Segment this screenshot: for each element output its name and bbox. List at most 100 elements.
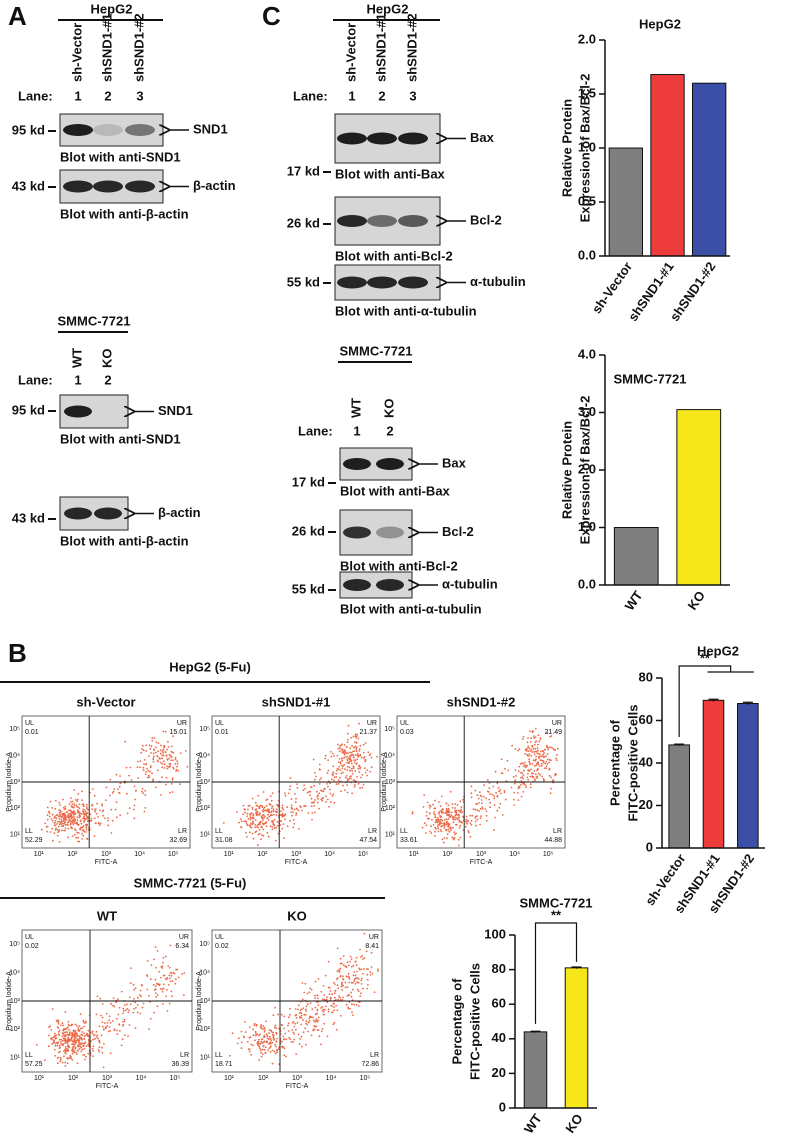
event-dot — [81, 817, 84, 820]
event-dot — [97, 1048, 100, 1051]
event-dot — [527, 754, 530, 757]
event-dot — [80, 822, 83, 825]
event-dot — [268, 811, 271, 814]
event-dot — [350, 737, 352, 739]
event-dot — [292, 1021, 295, 1023]
event-dot — [97, 1037, 99, 1040]
event-dot — [66, 1041, 69, 1044]
event-dot — [264, 1051, 267, 1054]
event-dot — [283, 1054, 286, 1057]
event-dot — [531, 763, 534, 765]
event-dot — [354, 983, 357, 985]
event-dot — [261, 834, 263, 836]
x-axis-label: FITC-A — [470, 859, 493, 866]
event-dot — [287, 1016, 290, 1019]
event-dot — [101, 1003, 104, 1005]
event-dot — [67, 1026, 69, 1029]
event-dot — [475, 803, 477, 805]
event-dot — [169, 762, 172, 765]
event-dot — [333, 755, 335, 757]
event-dot — [441, 795, 443, 798]
event-dot — [316, 790, 318, 793]
protein-name: SND1 — [193, 121, 228, 136]
event-dot — [350, 754, 353, 756]
event-dot — [250, 1043, 253, 1046]
event-dot — [109, 1021, 112, 1024]
y-tick-label: 1.5 — [578, 85, 596, 100]
event-dot — [145, 770, 148, 773]
event-dot — [536, 752, 539, 755]
event-dot — [282, 823, 285, 825]
event-dot — [548, 774, 551, 777]
event-dot — [446, 813, 448, 815]
event-dot — [266, 808, 269, 811]
event-dot — [280, 820, 282, 822]
event-dot — [445, 823, 448, 826]
event-dot — [543, 779, 546, 781]
event-dot — [349, 1008, 351, 1010]
error-bar — [708, 698, 719, 702]
event-dot — [112, 1004, 114, 1007]
event-dot — [469, 835, 472, 838]
event-dot — [343, 744, 346, 746]
event-dot — [539, 755, 542, 758]
event-dot — [262, 810, 265, 813]
event-dot — [442, 811, 444, 814]
event-dot — [441, 819, 444, 822]
event-dot — [454, 811, 457, 814]
event-dot — [329, 782, 331, 785]
event-dot — [156, 994, 159, 996]
event-dot — [310, 797, 313, 800]
event-dot — [75, 804, 78, 807]
event-dot — [533, 770, 536, 772]
event-dot — [66, 816, 68, 818]
event-dot — [175, 770, 178, 772]
x-tick-label: 10³ — [291, 851, 302, 858]
event-dot — [104, 817, 106, 820]
event-dot — [452, 826, 454, 829]
event-dot — [441, 838, 444, 841]
y-axis-label: FITC-positive Cells — [625, 704, 640, 821]
event-dot — [155, 746, 157, 749]
event-dot — [161, 750, 164, 753]
event-dot — [348, 776, 351, 778]
event-dot — [120, 990, 123, 993]
event-dot — [345, 775, 348, 777]
event-dot — [50, 818, 53, 820]
blot-band — [343, 526, 371, 539]
quadrant-value: 36.39 — [171, 1061, 189, 1068]
event-dot — [322, 1010, 325, 1013]
event-dot — [115, 816, 118, 819]
event-dot — [485, 810, 488, 813]
event-dot — [332, 1023, 335, 1026]
event-dot — [282, 814, 285, 817]
event-dot — [284, 813, 287, 816]
event-dot — [354, 733, 357, 736]
event-dot — [353, 783, 356, 786]
lane-label: Lane: — [18, 88, 53, 103]
event-dot — [142, 749, 145, 752]
event-dot — [362, 972, 364, 975]
event-dot — [81, 799, 83, 802]
event-dot — [66, 1057, 69, 1060]
event-dot — [533, 735, 535, 738]
event-dot — [434, 821, 437, 824]
event-dot — [60, 810, 62, 813]
event-dot — [346, 769, 349, 771]
event-dot — [69, 823, 72, 826]
event-dot — [124, 740, 127, 743]
event-dot — [47, 811, 50, 813]
event-dot — [281, 804, 284, 807]
event-dot — [476, 818, 479, 821]
event-dot — [69, 1039, 72, 1042]
event-dot — [82, 808, 85, 811]
event-dot — [256, 805, 259, 808]
event-dot — [269, 1051, 272, 1053]
lane-number: 2 — [104, 372, 111, 387]
event-dot — [144, 807, 147, 809]
event-dot — [283, 1027, 285, 1030]
event-dot — [270, 807, 273, 810]
event-dot — [292, 826, 295, 829]
event-dot — [73, 1045, 75, 1048]
event-dot — [68, 815, 71, 818]
